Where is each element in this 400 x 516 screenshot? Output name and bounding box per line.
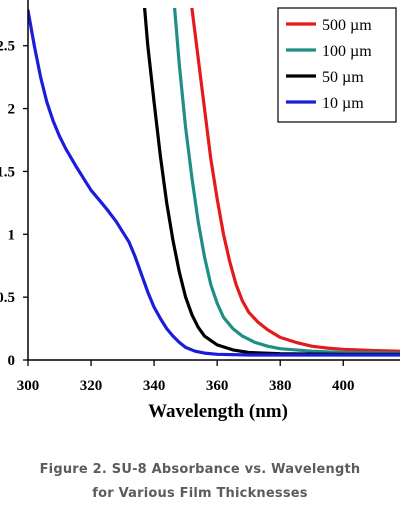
x-tick-label-0: 300	[17, 378, 40, 394]
legend-label-2: 50 µm	[322, 69, 364, 86]
legend-label-0: 500 µm	[322, 17, 372, 34]
y-tick-label-5: 2.5	[0, 39, 15, 55]
y-tick-label-3: 1.5	[0, 164, 15, 180]
series-layer	[28, 8, 400, 357]
y-tick-label-2: 1	[8, 227, 16, 243]
x-tick-label-1: 320	[80, 378, 103, 394]
legend-label-1: 100 µm	[322, 43, 372, 60]
figure-caption-line-1: Figure 2. SU-8 Absorbance vs. Wavelength	[39, 462, 361, 477]
series-line-0	[190, 8, 400, 353]
absorbance-chart: 300 320 340 360 380 400 0 0.5 1 1.5 2 2.5 500 µm 100…	[0, 0, 400, 422]
legend-label-3: 10 µm	[322, 95, 364, 112]
series-line-1	[173, 8, 400, 355]
y-tick-label-0: 0	[8, 353, 16, 369]
y-tick-label-1: 0.5	[0, 290, 15, 306]
legend: 500 µm 100 µm 50 µm 10 µm	[277, 7, 397, 123]
x-tick-label-4: 380	[269, 378, 292, 394]
figure-caption-line-2: for Various Film Thicknesses	[92, 486, 308, 501]
axes-layer: 300 320 340 360 380 400 0 0.5 1 1.5 2 2.5	[0, 0, 400, 394]
series-line-3	[28, 8, 400, 357]
series-line-2	[143, 8, 400, 356]
x-tick-label-3: 360	[206, 378, 229, 394]
x-axis-title: Wavelength (nm)	[148, 401, 288, 422]
y-tick-label-4: 2	[8, 102, 16, 118]
x-tick-label-2: 340	[143, 378, 166, 394]
x-tick-label-5: 400	[332, 378, 355, 394]
